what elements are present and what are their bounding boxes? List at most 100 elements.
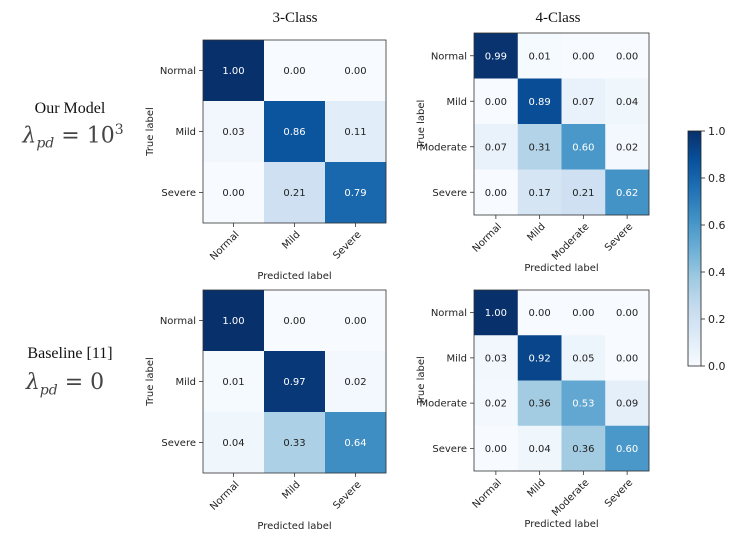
cell-value-label: 0.00 xyxy=(485,97,507,108)
cell-value-label: 0.04 xyxy=(616,97,638,108)
cell-value-label: 0.00 xyxy=(616,308,638,319)
lambda-exponent: 3 xyxy=(114,122,124,138)
heatmap-cell xyxy=(264,412,326,474)
y-tick-label: Mild xyxy=(446,97,467,108)
heatmap-cell xyxy=(517,380,562,427)
cell-value-label: 0.00 xyxy=(572,51,594,62)
heatmap-cell xyxy=(203,40,265,102)
confusion-matrix-panel: 1.00 0.00 0.00 0.00 0.03 0.92 0.05 0.00 0.02 0.36… xyxy=(416,289,650,530)
cell-value-label: 0.02 xyxy=(344,377,366,388)
cell-value-label: 0.00 xyxy=(283,316,305,327)
cell-value-label: 0.00 xyxy=(616,51,638,62)
heatmap-cell xyxy=(561,425,606,472)
cell-value-label: 0.00 xyxy=(344,66,366,77)
cell-value-label: 0.60 xyxy=(572,142,594,153)
y-tick-label: Normal xyxy=(160,316,196,327)
panels: 1.00 0.00 0.00 0.03 0.86 0.11 0.00 0.21 0.79 Norm… xyxy=(145,32,650,532)
heatmap-cell xyxy=(264,101,326,163)
heatmap-cell xyxy=(561,33,606,79)
cell-value-label: 0.86 xyxy=(283,127,305,138)
cell-value-label: 0.00 xyxy=(283,66,305,77)
cell-value-label: 0.03 xyxy=(485,353,507,364)
heatmap-cell xyxy=(474,33,519,79)
heatmap-cell xyxy=(517,425,562,472)
colorbar-gradient xyxy=(687,130,702,367)
cell-value-label: 0.11 xyxy=(344,127,366,138)
colorbar-tick-label: 1.0 xyxy=(708,125,726,138)
y-tick-label: Severe xyxy=(432,444,467,455)
lambda-baseline: λpd = 0 xyxy=(25,370,105,399)
heatmap-cell xyxy=(474,335,519,381)
x-tick-label: Mild xyxy=(525,221,547,243)
heatmap-cell xyxy=(561,380,606,427)
cell-value-label: 0.00 xyxy=(616,353,638,364)
heatmap-cell xyxy=(474,124,519,170)
heatmap-cell xyxy=(203,162,265,224)
heatmap-cell xyxy=(474,290,519,336)
y-axis-label: True label xyxy=(145,357,156,407)
cell-value-label: 0.00 xyxy=(222,188,244,199)
colorbar-tick-label: 0.2 xyxy=(708,313,726,326)
cell-value-label: 0.03 xyxy=(222,127,244,138)
heatmap-cell xyxy=(325,101,387,163)
cell-value-label: 0.09 xyxy=(616,399,638,410)
cell-value-label: 0.21 xyxy=(283,188,305,199)
heatmap-cell xyxy=(325,162,387,224)
heatmap-cell xyxy=(325,351,387,413)
heatmap-cell xyxy=(264,290,326,352)
x-tick-label: Mild xyxy=(280,479,302,501)
y-tick-label: Normal xyxy=(431,308,467,319)
x-tick-label: Mild xyxy=(525,477,547,499)
y-tick-label: Severe xyxy=(161,438,196,449)
cell-value-label: 0.00 xyxy=(528,308,550,319)
heatmap-cell xyxy=(474,78,519,125)
y-axis-label: True label xyxy=(416,100,427,150)
confusion-matrix-panel: 1.00 0.00 0.00 0.01 0.97 0.02 0.04 0.33 0.64 Norm… xyxy=(145,289,387,532)
cell-value-label: 0.00 xyxy=(485,188,507,199)
heatmap-cell xyxy=(561,78,606,125)
heatmap-cell xyxy=(517,124,562,170)
x-tick-label: Normal xyxy=(208,229,241,262)
cell-value-label: 0.97 xyxy=(283,377,305,388)
x-tick-label: Normal xyxy=(471,221,504,254)
heatmap-cell xyxy=(517,335,562,381)
y-tick-label: Severe xyxy=(432,188,467,199)
y-tick-label: Severe xyxy=(161,188,196,199)
x-tick-label: Normal xyxy=(208,479,241,512)
cell-value-label: 0.07 xyxy=(572,97,594,108)
heatmap-cell xyxy=(517,169,562,216)
cell-value-label: 0.36 xyxy=(572,444,594,455)
confusion-matrix-panel: 1.00 0.00 0.00 0.03 0.86 0.11 0.00 0.21 0.79 Norm… xyxy=(145,39,387,282)
heatmap-cell xyxy=(605,78,650,125)
y-tick-label: Moderate xyxy=(419,142,467,153)
y-tick-label: Normal xyxy=(431,51,467,62)
y-tick-label: Normal xyxy=(160,66,196,77)
cell-value-label: 0.07 xyxy=(485,142,507,153)
heatmap-cell xyxy=(474,425,519,472)
x-axis-label: Predicted label xyxy=(257,521,331,532)
panel-frame xyxy=(473,289,650,472)
x-axis-label: Predicted label xyxy=(257,271,331,282)
heatmap-cell xyxy=(474,380,519,427)
cell-value-label: 0.00 xyxy=(572,308,594,319)
row-label-baseline: Baseline [11] xyxy=(27,345,113,362)
cell-value-label: 0.53 xyxy=(572,399,594,410)
heatmap-cell xyxy=(264,162,326,224)
panel-frame xyxy=(473,32,650,216)
heatmap-cell xyxy=(203,412,265,474)
lambda-our-model: λpd = 103 xyxy=(22,122,124,152)
cell-value-label: 0.04 xyxy=(222,438,244,449)
cell-value-label: 0.36 xyxy=(528,399,550,410)
heatmap-cell xyxy=(325,40,387,102)
cell-value-label: 1.00 xyxy=(222,316,244,327)
heatmap-cell xyxy=(605,425,650,472)
x-tick-label: Normal xyxy=(471,477,504,510)
x-tick-label: Moderate xyxy=(550,477,591,518)
heatmap-cell xyxy=(203,101,265,163)
cell-value-label: 0.89 xyxy=(528,97,550,108)
heatmap-cell xyxy=(605,290,650,336)
cell-value-label: 0.01 xyxy=(528,51,550,62)
heatmap-cell xyxy=(605,124,650,170)
heatmap-cell xyxy=(203,290,265,352)
